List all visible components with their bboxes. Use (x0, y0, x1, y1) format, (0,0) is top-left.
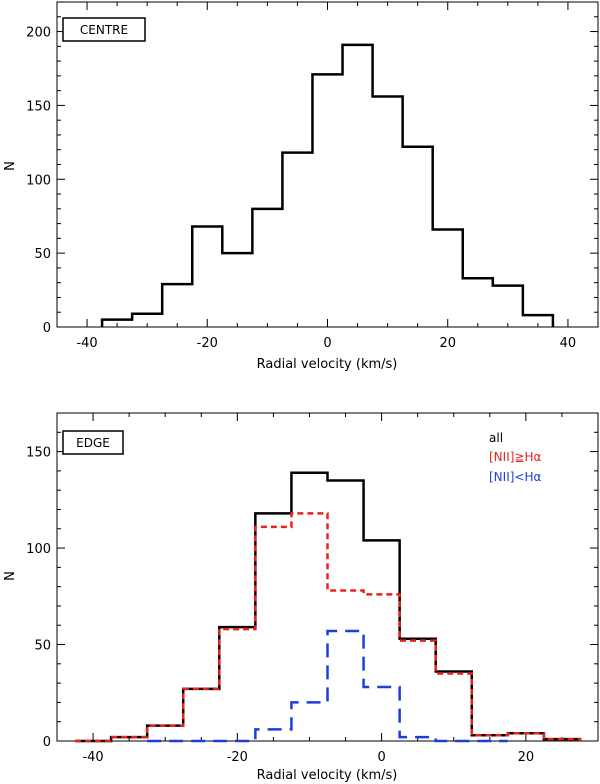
edge-y-tick-label: 50 (34, 639, 51, 654)
edge-y-tick-label: 0 (43, 735, 51, 750)
edge-y-axis-label: N (3, 571, 18, 581)
centre-x-axis-label: Radial velocity (km/s) (257, 357, 398, 372)
edge-legend: all [NII]≧Hα [NII]<Hα (489, 431, 541, 484)
centre-y-tick-label: 150 (26, 99, 51, 114)
centre-x-tick-label: -40 (76, 336, 97, 351)
centre-series (100, 43, 555, 327)
centre-y-axis-label: N (3, 161, 18, 171)
edge-series-1-histogram (75, 512, 582, 743)
edge-x-tick-label: 20 (518, 750, 535, 765)
centre-y-tick-label: 50 (34, 247, 51, 262)
edge-panel: -40 -20 0 20 0 50 100 150 EDGE N Radial velocit… (3, 412, 599, 783)
edge-series-2-histogram (147, 629, 508, 743)
centre-ticks: -40 -20 0 20 40 0 50 100 150 200 (26, 1, 599, 351)
edge-label-box (62, 430, 124, 455)
centre-panel: -40 -20 0 20 40 0 50 100 150 200 CENTRE N Radial … (3, 1, 599, 372)
edge-panel-label: EDGE (76, 436, 110, 450)
edge-series (75, 471, 582, 743)
centre-x-tick-label: -20 (197, 336, 218, 351)
centre-x-tick-label: 40 (560, 336, 577, 351)
legend-entry-all: all (489, 431, 503, 445)
edge-x-axis-label: Radial velocity (km/s) (257, 768, 398, 783)
centre-x-tick-label: 20 (439, 336, 456, 351)
edge-ticks: -40 -20 0 20 0 50 100 150 (26, 412, 599, 765)
edge-x-tick-label: 0 (377, 750, 385, 765)
centre-label-box (62, 17, 146, 42)
legend-entry-nii-ge-halpha: [NII]≧Hα (489, 450, 541, 464)
centre-y-tick-label: 0 (43, 321, 51, 336)
edge-plot-frame (56, 412, 599, 742)
edge-y-tick-label: 100 (26, 542, 51, 557)
legend-entry-nii-lt-halpha: [NII]<Hα (489, 470, 541, 484)
edge-x-tick-label: -40 (82, 750, 103, 765)
centre-x-tick-label: 0 (323, 336, 331, 351)
centre-panel-label: CENTRE (80, 23, 128, 37)
centre-series-0-histogram (100, 43, 555, 327)
edge-x-tick-label: -20 (227, 750, 248, 765)
centre-plot-frame (56, 1, 599, 328)
edge-y-tick-label: 150 (26, 446, 51, 461)
centre-y-tick-label: 200 (26, 26, 51, 41)
centre-y-tick-label: 100 (26, 173, 51, 188)
